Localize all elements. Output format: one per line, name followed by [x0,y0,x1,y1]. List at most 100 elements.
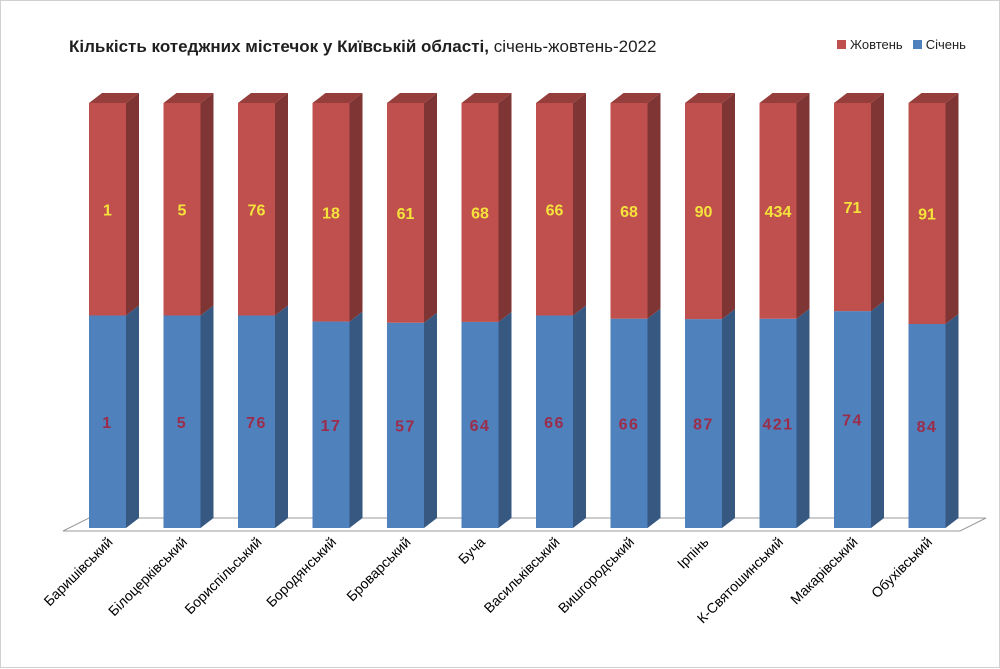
bar-3-january-front [312,321,350,528]
bar-9-january-side [796,308,810,528]
bar-7-january-side [647,308,661,528]
bar-9-october-side [796,93,810,319]
bar-9-october-front [759,103,797,319]
legend-label-january: Січень [925,37,966,52]
bar-10-january-front [834,311,871,528]
bar-4-january-label: 57 [395,418,416,435]
bar-7-january-front [610,318,648,528]
bar-4-october-side [424,93,437,323]
category-label-0: Баришівський [40,534,115,609]
bar-1-october-front [163,103,201,316]
bar-10-october-side [871,93,884,312]
bar-3-january-label: 17 [321,418,342,435]
bar-5-october-front [461,103,499,322]
bar-0-january-label: 1 [102,415,112,432]
bar-11-january-label: 84 [917,419,938,436]
bar-3-october-top [312,93,363,103]
bar-4-october-label: 61 [397,206,415,223]
bar-0-october-front [89,103,126,316]
bar-10-january-side [871,301,884,528]
bar-6-january-front [536,315,573,528]
bar-6-january-label: 66 [544,415,565,432]
bar-10-october-label: 71 [844,200,862,217]
chart-title-main: Кількість котеджних містечок у Київській… [69,37,489,56]
bar-0-january-side [126,305,139,528]
bar-0-january-front [89,315,126,528]
bar-3-october-front [312,103,350,322]
bar-5-october-top [461,93,512,103]
category-label-2: Бориспільський [181,534,264,617]
bar-2-october-top [238,93,288,103]
bar-11-october-side [945,93,959,324]
bar-7-october-top [610,93,661,103]
bar-3-october-label: 18 [322,205,340,222]
bar-6-october-top [536,93,586,103]
bar-2-january-label: 76 [246,415,267,432]
bar-9-october-top [759,93,810,103]
bar-9-january-label: 421 [762,416,793,433]
bar-0-october-top [89,93,139,103]
chart-title: Кількість котеджних містечок у Київській… [69,37,656,57]
bar-6-october-side [573,93,586,316]
legend-label-october: Жовтень [850,37,903,52]
category-label-3: Бородянський [263,534,339,610]
bar-2-october-side [275,93,288,316]
bar-4-october-front [387,103,424,323]
bar-3-january-side [349,311,363,528]
bar-8-january-side [722,309,735,528]
bar-1-october-label: 5 [178,202,187,219]
bar-11-october-front [908,103,946,324]
bar-8-october-top [685,93,735,103]
bar-10-october-front [834,103,871,312]
bar-10-october-top [834,93,884,103]
bar-5-january-label: 64 [470,418,491,435]
category-label-5: Буча [455,534,488,567]
bar-7-october-side [647,93,661,319]
bar-2-january-side [275,305,288,528]
bar-1-october-top [163,93,214,103]
bar-4-october-top [387,93,437,103]
bar-7-october-label: 68 [620,204,638,221]
bar-8-january-label: 87 [693,417,714,434]
bar-0-october-side [126,93,139,316]
bar-1-january-front [163,315,201,528]
bar-6-october-label: 66 [546,202,564,219]
bar-11-january-front [908,324,946,528]
bar-9-october-label: 434 [765,204,792,221]
bar-5-january-front [461,321,499,528]
bar-11-october-label: 91 [918,207,936,224]
legend-swatch-october [837,40,846,49]
bar-1-january-label: 5 [177,415,187,432]
bar-4-january-side [424,312,437,528]
bar-3-october-side [349,93,363,322]
bar-1-october-side [200,93,214,316]
bar-10-january-label: 74 [842,413,863,430]
legend-item-october: Жовтень [837,37,903,52]
bar-1-january-side [200,305,214,528]
category-label-10: Макарівський [787,534,861,608]
category-label-8: Ірпінь [674,534,712,572]
bar-2-january-front [238,315,275,528]
category-label-6: Васильківський [481,534,563,616]
bar-5-october-label: 68 [471,205,489,222]
bar-5-october-side [498,93,512,322]
bar-0-october-label: 1 [103,202,112,219]
chart-title-sub: січень-жовтень-2022 [488,37,657,56]
bar-2-october-label: 76 [248,202,266,219]
bar-11-october-top [908,93,959,103]
bar-8-october-front [685,103,722,320]
category-label-7: Вишгородський [555,534,637,616]
bar-9-january-front [759,318,797,528]
chart-legend: Жовтень Січень [837,37,966,52]
bar-8-october-side [722,93,735,320]
category-label-1: Білоцерківський [105,534,190,619]
bar-4-january-front [387,322,424,528]
bar-6-october-front [536,103,573,316]
bar-2-october-front [238,103,275,316]
chart-floor [62,517,987,532]
bar-7-october-front [610,103,648,319]
legend-item-january: Січень [912,37,966,52]
bar-8-october-label: 90 [695,204,713,221]
